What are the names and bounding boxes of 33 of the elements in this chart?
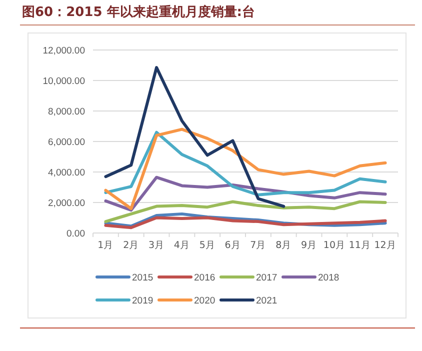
line-series xyxy=(104,66,286,208)
x-tick-label: 10月 xyxy=(323,240,346,251)
y-tick-label: 4,000.00 xyxy=(48,168,85,178)
x-tick-label: 5月 xyxy=(199,240,216,251)
x-tick-label: 12月 xyxy=(374,240,396,251)
x-tick-label: 4月 xyxy=(174,240,190,251)
chart-title: 图60：2015 年以来起重机月度销量:台 xyxy=(22,4,255,20)
x-tick-label: 6月 xyxy=(224,240,241,251)
legend-label: 2015 xyxy=(132,272,154,284)
y-tick-label: 6,000.00 xyxy=(48,137,85,148)
legend-label: 2018 xyxy=(318,272,340,284)
x-tick-label: 9月 xyxy=(301,240,318,251)
line-series xyxy=(104,216,387,230)
legend-label: 2016 xyxy=(194,272,216,284)
legend-label: 2017 xyxy=(256,272,278,284)
legend-label: 2021 xyxy=(256,296,278,306)
legend-label: 2020 xyxy=(194,296,216,306)
y-tick-label: 10,000.00 xyxy=(42,76,85,87)
y-tick-label: 0.00 xyxy=(66,228,85,240)
y-tick-label: 2,000.00 xyxy=(48,198,85,209)
line-series xyxy=(104,130,387,196)
y-tick-label: 12,000.00 xyxy=(42,46,85,56)
line-series xyxy=(104,128,387,210)
x-tick-label: 11月 xyxy=(348,240,371,251)
line-series xyxy=(104,200,387,224)
x-tick-label: 8月 xyxy=(276,240,292,251)
legend-label: 2019 xyxy=(132,296,154,306)
x-tick-label: 7月 xyxy=(250,240,266,251)
x-tick-label: 3月 xyxy=(148,240,165,251)
y-tick-label: 8,000.00 xyxy=(48,106,85,118)
x-tick-label: 2月 xyxy=(123,240,140,251)
line-series xyxy=(104,176,387,212)
x-tick-label: 1月 xyxy=(98,240,114,251)
